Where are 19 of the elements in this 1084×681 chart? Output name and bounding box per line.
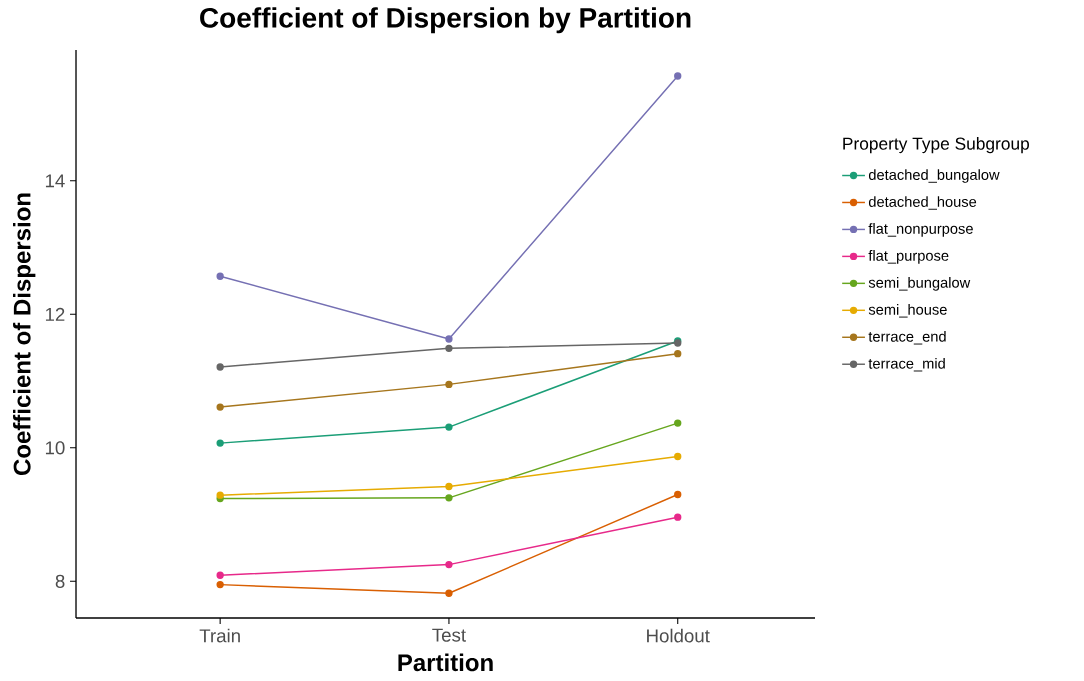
y-axis-title: Coefficient of Dispersion [13, 193, 36, 476]
legend-label: terrace_mid [868, 357, 945, 372]
x-axis-title: Partition [398, 653, 493, 672]
x-tick-label: Test [432, 628, 466, 642]
legend-label: terrace_end [868, 330, 946, 345]
legend-label: detached_bungalow [868, 169, 1000, 183]
x-tick-label: Train [199, 628, 240, 643]
y-tick-label: 10 [45, 441, 65, 455]
legend-label: detached_house [868, 196, 977, 210]
legend-label: flat_purpose [868, 250, 949, 264]
legend-label: semi_house [868, 304, 947, 318]
legend-title: Property Type Subgroup [843, 137, 1030, 154]
x-tick-label: Holdout [647, 628, 710, 643]
y-tick-label: 12 [45, 307, 65, 321]
chart-title: Coefficient of Dispersion by Partition [200, 7, 691, 34]
legend-label: flat_nonpurpose [868, 223, 973, 237]
y-tick-label: 14 [45, 174, 65, 188]
y-tick-label: 8 [55, 574, 65, 588]
legend-label: semi_bungalow [868, 277, 971, 291]
